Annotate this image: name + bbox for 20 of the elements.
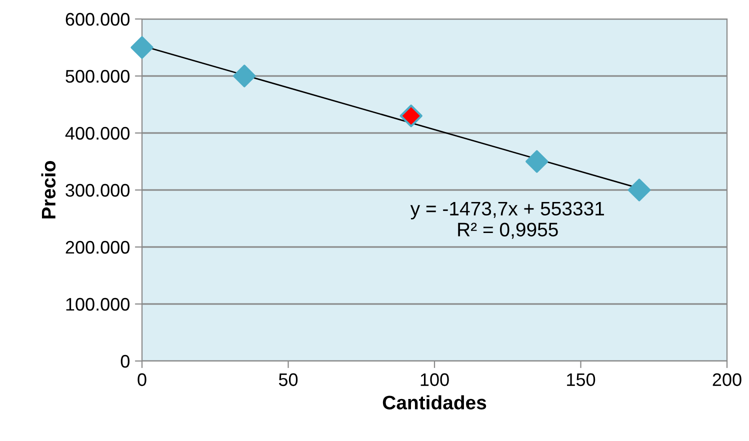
y-tick-label: 100.000: [66, 298, 130, 311]
point: [233, 64, 256, 88]
y-tick-label: 200.000: [66, 240, 130, 254]
annotation: y = -1473,7x + 553331 R² = 0,9955: [410, 202, 604, 239]
x-tick-label: 50: [278, 373, 298, 386]
y-tick-label: 0: [120, 354, 130, 368]
x-tick-label: 100: [420, 373, 449, 386]
y-axis-title: Precio: [41, 161, 56, 218]
y-tick-label: 300.000: [66, 184, 130, 197]
point: [526, 150, 548, 173]
point: [130, 36, 154, 59]
point: [400, 104, 422, 128]
y-tick-label: 600.000: [66, 12, 130, 26]
x-tick-label: 150: [567, 373, 596, 386]
y-tick-label: 500.000: [66, 70, 130, 83]
x-tick-label: 200: [712, 373, 742, 386]
x-tick-label: 0: [138, 373, 146, 386]
point: [628, 178, 651, 202]
y-tick-label: 400.000: [65, 126, 130, 140]
x-axis-title: Cantidades: [382, 395, 486, 410]
